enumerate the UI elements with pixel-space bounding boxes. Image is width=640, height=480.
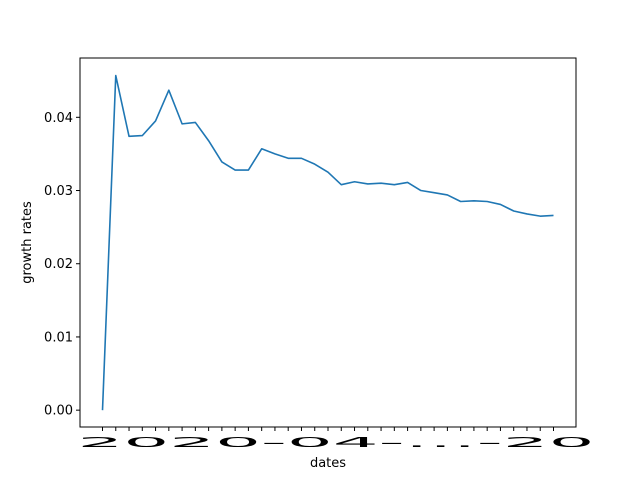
series-line [101, 74, 554, 411]
y-tick-label: 0.03 [44, 184, 73, 199]
y-tick-label: 0.01 [44, 330, 73, 345]
x-axis-ticks: 2020-04-…-20 [78, 427, 595, 451]
plot-frame [79, 57, 577, 428]
y-tick-label: 0.02 [44, 257, 73, 272]
x-tick-labels: 2020-04-…-20 [78, 436, 595, 451]
y-tick-label: 0.04 [44, 111, 73, 126]
y-axis-ticks: 0.00 0.01 0.02 0.03 0.04 [44, 111, 80, 419]
x-axis-label: dates [310, 456, 346, 471]
y-axis-label: growth rates [20, 201, 35, 284]
plot-layer [101, 74, 554, 411]
y-tick-label: 0.00 [44, 404, 73, 419]
